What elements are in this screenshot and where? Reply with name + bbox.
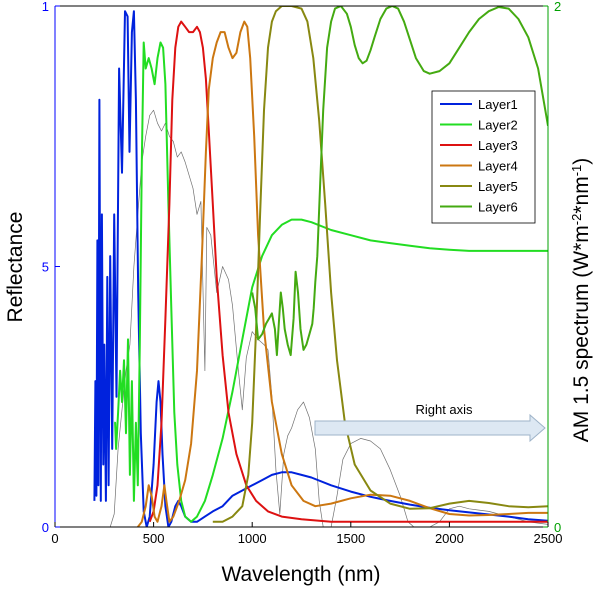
x-tick-label: 500 xyxy=(143,531,165,546)
series-line-layer5 xyxy=(212,6,548,523)
y2-axis-title: AM 1.5 spectrum (W*m-2*nm-1) xyxy=(569,158,593,443)
y2-axis-title-mid: *nm xyxy=(570,176,593,213)
legend: Layer1 Layer2 Layer3 Layer4 Layer5 Layer6 xyxy=(431,90,536,224)
series-line-layer4 xyxy=(137,20,548,527)
y2-tick-label: 0 xyxy=(554,520,561,535)
legend-label-layer6: Layer6 xyxy=(478,200,518,215)
y2-axis-title-end: ) xyxy=(570,158,593,165)
legend-label-layer3: Layer3 xyxy=(478,138,518,153)
series-line-layer2 xyxy=(114,41,548,523)
legend-label-layer5: Layer5 xyxy=(478,179,518,194)
y2-axis-title-main: AM 1.5 spectrum (W*m xyxy=(570,225,593,442)
x-axis-title: Wavelength (nm) xyxy=(221,563,380,586)
legend-label-layer1: Layer1 xyxy=(478,97,518,112)
y2-tick-label: 2 xyxy=(554,0,561,14)
series-line-layer6 xyxy=(251,6,548,357)
x-tick-label: 2500 xyxy=(534,531,563,546)
y2-axis-title-sup1: -2 xyxy=(569,214,584,226)
legend-label-layer2: Layer2 xyxy=(478,118,518,133)
y2-tick-group: 02 xyxy=(543,0,561,535)
y-tick-label: 5 xyxy=(42,260,49,275)
x-tick-label: 1500 xyxy=(336,531,365,546)
y-tick-label: 1 xyxy=(42,0,49,14)
right-axis-annotation: Right axis xyxy=(314,402,546,443)
series-layer xyxy=(93,6,548,527)
y-axis-title: Reflectance xyxy=(4,212,27,323)
x-tick-label: 2000 xyxy=(435,531,464,546)
x-tick-label: 1000 xyxy=(238,531,267,546)
x-tick-group: 0 500 1000 1500 2000 2500 xyxy=(51,522,562,546)
y-tick-label: 0 xyxy=(42,520,49,535)
y2-axis-title-sup2: -1 xyxy=(569,165,584,177)
legend-box xyxy=(431,90,536,224)
y-tick-group: 0 5 1 xyxy=(42,0,60,535)
x-tick-label: 0 xyxy=(51,531,58,546)
annotation-label: Right axis xyxy=(415,402,473,417)
annotation-arrow xyxy=(314,413,546,443)
legend-label-layer4: Layer4 xyxy=(478,159,518,174)
